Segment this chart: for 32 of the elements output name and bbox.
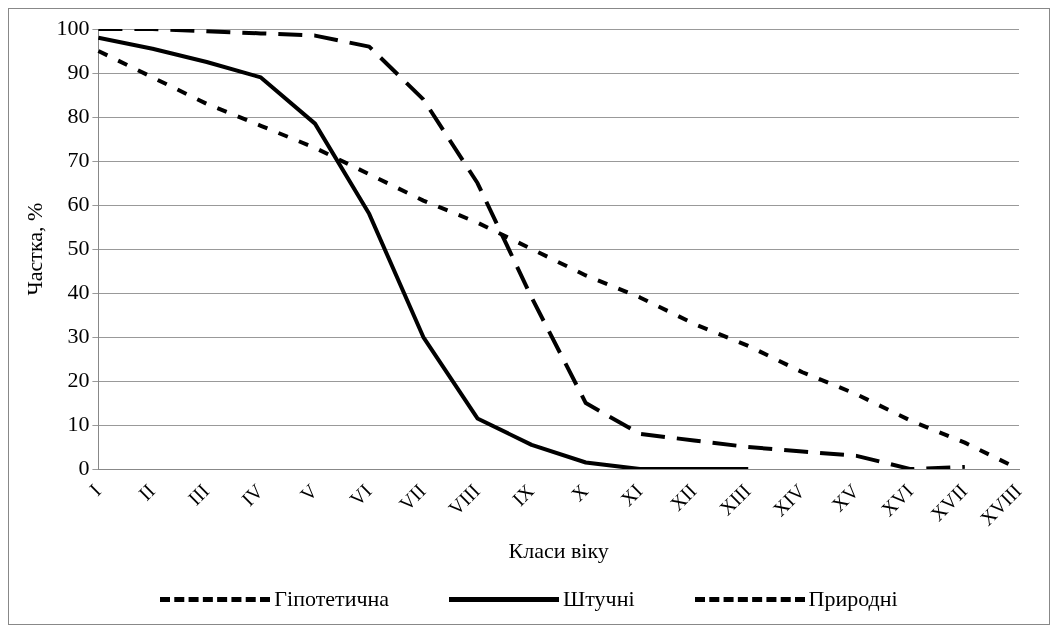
x-tick-label: II (134, 479, 160, 505)
x-tick-label: VIII (444, 479, 485, 520)
x-tick-label: XIII (714, 479, 755, 520)
y-tick-label: 30 (67, 322, 90, 348)
y-tick-label: 10 (67, 410, 90, 436)
x-tick-label: VI (345, 479, 376, 511)
x-axis-title: Класи віку (508, 537, 609, 563)
x-tick-label: X (566, 479, 593, 506)
y-tick-label: 20 (67, 366, 90, 392)
x-tick-label: XI (615, 479, 647, 511)
x-tick-label: XIV (768, 479, 810, 521)
y-tick-label: 0 (78, 454, 90, 480)
y-tick-label: 60 (67, 190, 90, 216)
y-tick-label: 80 (67, 102, 90, 128)
x-tick-label: V (295, 479, 322, 506)
x-tick-label: IV (236, 479, 268, 511)
y-tick-label: 100 (56, 14, 90, 40)
legend-label: Природні (808, 586, 898, 612)
x-tick-label: XVI (876, 479, 918, 521)
x-tick-label: XII (665, 479, 701, 515)
legend-label: Гіпотетична (274, 586, 390, 612)
y-tick-label: 50 (67, 234, 90, 260)
y-tick-label: 70 (67, 146, 90, 172)
x-tick-label: XV (827, 479, 864, 516)
x-tick-label: IX (507, 479, 539, 511)
y-axis-title: Частка, % (21, 202, 47, 296)
y-tick-label: 90 (67, 58, 90, 84)
legend-label: Штучні (563, 586, 635, 612)
x-tick-label: III (183, 479, 214, 510)
y-tick-label: 40 (67, 278, 90, 304)
x-tick-label: I (84, 479, 105, 500)
x-tick-label: VII (394, 479, 430, 515)
